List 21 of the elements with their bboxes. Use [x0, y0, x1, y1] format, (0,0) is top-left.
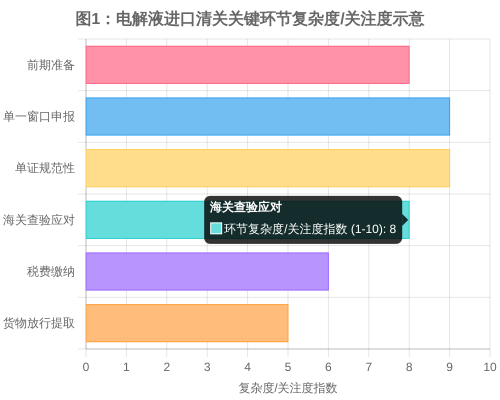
y-category-label: 税费缴纳 [27, 264, 75, 278]
x-tick-label: 7 [365, 360, 372, 374]
y-category-label: 海关查验应对 [3, 212, 75, 227]
tooltip-text: 环节复杂度/关注度指数 (1-10): 8 [224, 222, 396, 236]
y-category-label: 单一窗口申报 [3, 110, 75, 124]
x-tick-label: 1 [123, 360, 130, 374]
x-tick-label: 3 [204, 360, 211, 374]
x-tick-label: 2 [163, 360, 170, 374]
x-tick-label: 6 [325, 360, 332, 374]
title: 图1：电解液进口清关关键环节复杂度/关注度示意 [75, 11, 425, 28]
x-tick-label: 5 [284, 360, 292, 374]
tooltip-title: 海关查验应对 [210, 200, 282, 214]
y-category-label: 单证规范性 [15, 161, 75, 176]
x-tick-label: 8 [406, 360, 413, 374]
x-axis-title: 复杂度/关注度指数 [238, 381, 338, 395]
y-category-label: 货物放行提取 [3, 316, 75, 330]
x-tick-label: 4 [244, 360, 251, 374]
x-tick-label: 0 [82, 360, 90, 374]
y-category-label: 前期准备 [27, 58, 75, 72]
x-tick-label: 9 [446, 360, 453, 374]
x-tick-label: 10 [483, 360, 497, 374]
